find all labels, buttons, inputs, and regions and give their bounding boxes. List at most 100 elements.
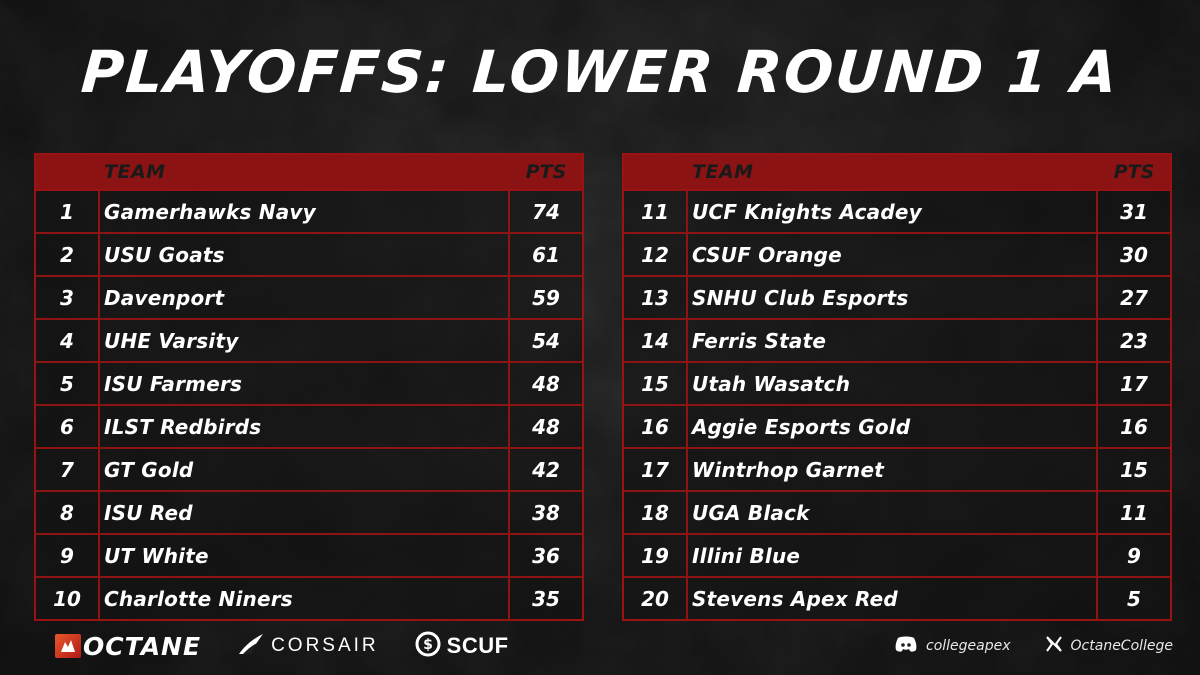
pts-column-header: PTS bbox=[525, 161, 567, 183]
social-bar: collegeapex OctaneCollege bbox=[866, 628, 1173, 664]
points-cell: 59 bbox=[532, 285, 560, 310]
points-cell: 30 bbox=[1120, 242, 1148, 267]
points-cell: 42 bbox=[532, 457, 560, 482]
points-cell: 54 bbox=[532, 328, 560, 353]
team-cell: Aggie Esports Gold bbox=[688, 406, 1098, 447]
page-title: PLAYOFFS: LOWER ROUND 1 A bbox=[79, 38, 1122, 106]
svg-text:$: $ bbox=[423, 637, 433, 653]
team-cell: ILST Redbirds bbox=[100, 406, 510, 447]
rank-cell: 18 bbox=[624, 492, 688, 533]
table-row: 16 Aggie Esports Gold 16 bbox=[624, 406, 1170, 449]
octane-wordmark: OCTANE bbox=[83, 631, 202, 661]
pts-column-header: PTS bbox=[1113, 161, 1155, 183]
table-row: 19 Illini Blue 9 bbox=[624, 535, 1170, 578]
discord-icon bbox=[894, 635, 918, 657]
table-row: 8 ISU Red 38 bbox=[36, 492, 582, 535]
discord-handle-text: collegeapex bbox=[926, 638, 1011, 654]
rank-cell: 14 bbox=[624, 320, 688, 361]
team-cell: Stevens Apex Red bbox=[688, 578, 1098, 619]
rank-cell: 17 bbox=[624, 449, 688, 490]
team-cell: Charlotte Niners bbox=[100, 578, 510, 619]
points-cell: 48 bbox=[532, 414, 560, 439]
team-cell: SNHU Club Esports bbox=[688, 277, 1098, 318]
table-row: 2 USU Goats 61 bbox=[36, 234, 582, 277]
table-row: 12 CSUF Orange 30 bbox=[624, 234, 1170, 277]
team-cell: Illini Blue bbox=[688, 535, 1098, 576]
points-cell: 35 bbox=[532, 586, 560, 611]
table-row: 18 UGA Black 11 bbox=[624, 492, 1170, 535]
points-cell: 23 bbox=[1120, 328, 1148, 353]
team-cell: Ferris State bbox=[688, 320, 1098, 361]
table-row: 13 SNHU Club Esports 27 bbox=[624, 277, 1170, 320]
table-row: 5 ISU Farmers 48 bbox=[36, 363, 582, 406]
rank-cell: 1 bbox=[36, 191, 100, 232]
team-cell: GT Gold bbox=[100, 449, 510, 490]
points-cell: 15 bbox=[1120, 457, 1148, 482]
table-row: 10 Charlotte Niners 35 bbox=[36, 578, 582, 619]
rank-cell: 4 bbox=[36, 320, 100, 361]
rank-cell: 5 bbox=[36, 363, 100, 404]
team-cell: ISU Farmers bbox=[100, 363, 510, 404]
table-row: 6 ILST Redbirds 48 bbox=[36, 406, 582, 449]
points-cell: 17 bbox=[1120, 371, 1148, 396]
table-row: 3 Davenport 59 bbox=[36, 277, 582, 320]
table-row: 11 UCF Knights Acadey 31 bbox=[624, 191, 1170, 234]
points-cell: 38 bbox=[532, 500, 560, 525]
rank-cell: 10 bbox=[36, 578, 100, 619]
table-row: 1 Gamerhawks Navy 74 bbox=[36, 191, 582, 234]
points-cell: 5 bbox=[1127, 586, 1141, 611]
corsair-wordmark: CORSAIR bbox=[271, 635, 379, 656]
team-cell: Utah Wasatch bbox=[688, 363, 1098, 404]
points-cell: 27 bbox=[1120, 285, 1148, 310]
team-cell: UT White bbox=[100, 535, 510, 576]
x-handle-text: OctaneCollege bbox=[1070, 638, 1174, 654]
scuf-icon: $ bbox=[415, 631, 441, 661]
table-row: 7 GT Gold 42 bbox=[36, 449, 582, 492]
team-cell: Davenport bbox=[100, 277, 510, 318]
rank-cell: 3 bbox=[36, 277, 100, 318]
scuf-wordmark: SCUF bbox=[446, 633, 509, 658]
table-row: 4 UHE Varsity 54 bbox=[36, 320, 582, 363]
points-cell: 36 bbox=[532, 543, 560, 568]
team-cell: UHE Varsity bbox=[100, 320, 510, 361]
team-cell: CSUF Orange bbox=[688, 234, 1098, 275]
rank-cell: 19 bbox=[624, 535, 688, 576]
table-row: 9 UT White 36 bbox=[36, 535, 582, 578]
rank-cell: 16 bbox=[624, 406, 688, 447]
corsair-sails-icon bbox=[237, 632, 265, 660]
rank-cell: 7 bbox=[36, 449, 100, 490]
rank-cell: 2 bbox=[36, 234, 100, 275]
team-column-header: TEAM bbox=[692, 161, 754, 183]
rank-cell: 6 bbox=[36, 406, 100, 447]
table-header: TEAM PTS bbox=[36, 155, 582, 191]
x-icon bbox=[1045, 635, 1063, 657]
octane-icon bbox=[55, 634, 81, 658]
team-cell: ISU Red bbox=[100, 492, 510, 533]
table-row: 17 Wintrhop Garnet 15 bbox=[624, 449, 1170, 492]
octane-logo: OCTANE bbox=[55, 632, 201, 661]
sponsor-bar: OCTANE CORSAIR $ SCUF bbox=[55, 628, 545, 664]
points-cell: 61 bbox=[532, 242, 560, 267]
scuf-logo: $ SCUF bbox=[415, 631, 509, 661]
team-column-header: TEAM bbox=[104, 161, 166, 183]
team-cell: Gamerhawks Navy bbox=[100, 191, 510, 232]
team-cell: UCF Knights Acadey bbox=[688, 191, 1098, 232]
rank-cell: 15 bbox=[624, 363, 688, 404]
rank-cell: 20 bbox=[624, 578, 688, 619]
table-header: TEAM PTS bbox=[624, 155, 1170, 191]
table-row: 15 Utah Wasatch 17 bbox=[624, 363, 1170, 406]
points-cell: 74 bbox=[532, 199, 560, 224]
table-row: 20 Stevens Apex Red 5 bbox=[624, 578, 1170, 619]
points-cell: 16 bbox=[1120, 414, 1148, 439]
rank-cell: 11 bbox=[624, 191, 688, 232]
rank-cell: 9 bbox=[36, 535, 100, 576]
standings-table-right: TEAM PTS 11 UCF Knights Acadey 31 12 CSUF Or… bbox=[622, 153, 1172, 621]
team-cell: USU Goats bbox=[100, 234, 510, 275]
rank-cell: 8 bbox=[36, 492, 100, 533]
points-cell: 48 bbox=[532, 371, 560, 396]
points-cell: 11 bbox=[1120, 500, 1148, 525]
discord-handle[interactable]: collegeapex bbox=[894, 635, 1011, 657]
corsair-logo: CORSAIR bbox=[237, 632, 379, 660]
x-handle[interactable]: OctaneCollege bbox=[1045, 635, 1174, 657]
points-cell: 9 bbox=[1127, 543, 1141, 568]
